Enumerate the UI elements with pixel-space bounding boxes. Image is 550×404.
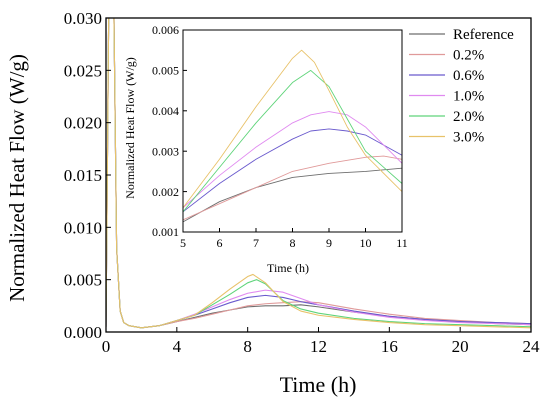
main-x-tick-label: 20 <box>452 337 469 356</box>
legend-label: 1.0% <box>453 89 484 105</box>
inset-series-line-2-0 <box>183 69 402 213</box>
inset-x-tick-label: 10 <box>360 236 372 250</box>
y-axis-label: Normalized Heat Flow (W/g) <box>5 54 29 302</box>
inset-y-tick-label: 0.005 <box>152 64 179 78</box>
inset-x-tick-label: 11 <box>396 236 408 250</box>
main-plot: 0 4 8 12 16 20 24 0.000 0.005 0.010 0.015 0.020 0.02… <box>64 9 540 356</box>
inset-y-tick-label: 0.001 <box>152 225 179 239</box>
main-y-tick-label: 0.010 <box>64 218 102 237</box>
main-y-tick-label: 0.020 <box>64 114 102 133</box>
inset-y-tick-label: 0.006 <box>152 23 179 37</box>
inset-series-line-reference <box>183 167 402 223</box>
legend-label: Reference <box>453 27 514 43</box>
main-y-tick-label: 0.030 <box>64 9 102 28</box>
inset-y-tick-label: 0.002 <box>152 185 179 199</box>
inset-series-line-0-2 <box>183 155 402 221</box>
main-x-tick-label: 0 <box>102 337 111 356</box>
inset-x-tick-label: 5 <box>180 236 186 250</box>
inset-plot: 5 6 7 8 9 10 11 0.001 0.002 0.003 0.004 0.005 0.006 <box>152 23 408 250</box>
inset-y-tick-label: 0.004 <box>152 104 179 118</box>
inset-y-tick-label: 0.003 <box>152 144 179 158</box>
legend-item-3-0: 3.0% <box>409 130 484 146</box>
inset-x-axis-label: Time (h) <box>267 261 309 275</box>
legend-item-0-2: 0.2% <box>409 48 484 64</box>
main-y-tick-label: 0.000 <box>64 323 102 342</box>
inset-series-line-3-0 <box>183 49 402 209</box>
main-x-tick-label: 12 <box>310 337 327 356</box>
legend: Reference 0.2% 0.6% 1.0% 2.0% 3.0% <box>409 27 514 146</box>
legend-item-1-0: 1.0% <box>409 89 484 105</box>
main-y-tick-label: 0.005 <box>64 271 102 290</box>
legend-label: 3.0% <box>453 130 484 146</box>
legend-item-reference: Reference <box>409 27 514 43</box>
inset-y-axis-label: Normalized Heat Flow (W/g) <box>123 57 137 199</box>
inset-series-line-1-0 <box>183 111 402 209</box>
main-x-tick-label: 8 <box>243 337 252 356</box>
main-y-tick-label: 0.025 <box>64 61 102 80</box>
x-axis-label: Time (h) <box>280 372 357 397</box>
main-series-line-3-0 <box>106 18 531 329</box>
inset-x-tick-label: 9 <box>326 236 332 250</box>
legend-item-2-0: 2.0% <box>409 109 484 125</box>
inset-x-tick-label: 6 <box>217 236 223 250</box>
inset-series-line-0-6 <box>183 128 402 213</box>
legend-item-0-6: 0.6% <box>409 68 484 84</box>
inset-series-group <box>183 49 402 223</box>
main-x-tick-label: 24 <box>523 337 541 356</box>
main-y-tick-label: 0.015 <box>64 166 102 185</box>
legend-label: 0.2% <box>453 48 484 64</box>
inset-x-tick-label: 7 <box>253 236 259 250</box>
main-x-tick-label: 16 <box>381 337 398 356</box>
main-series-group <box>106 18 531 329</box>
inset-x-tick-label: 8 <box>290 236 296 250</box>
legend-label: 2.0% <box>453 109 484 125</box>
inset-plot-background <box>183 30 402 232</box>
main-x-tick-label: 4 <box>173 337 182 356</box>
legend-label: 0.6% <box>453 68 484 84</box>
